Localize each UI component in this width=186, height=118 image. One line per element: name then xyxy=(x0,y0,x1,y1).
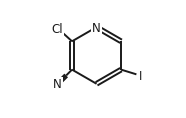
Text: I: I xyxy=(139,70,143,83)
Text: N: N xyxy=(92,22,101,35)
Text: Cl: Cl xyxy=(52,23,63,36)
Text: N: N xyxy=(53,78,62,91)
